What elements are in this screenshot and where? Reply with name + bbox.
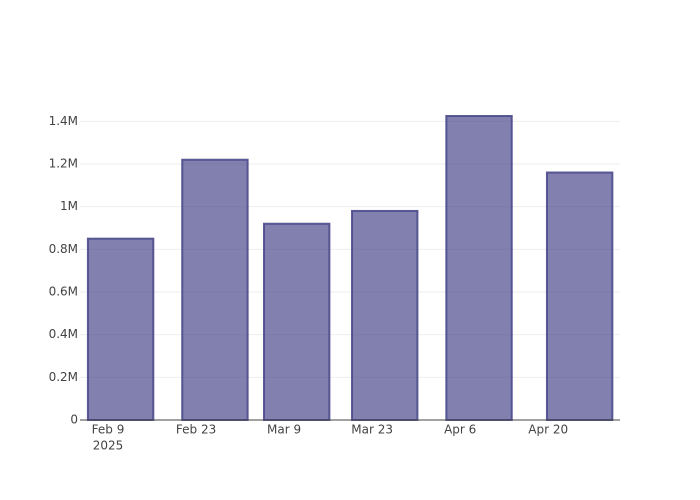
bar	[86, 237, 155, 421]
x-tick-label: Feb 9	[92, 423, 125, 437]
x-year-label: 2025	[93, 439, 124, 453]
bar	[181, 158, 249, 421]
y-tick-label: 0.4M	[49, 327, 78, 341]
y-tick-label: 0.2M	[49, 370, 78, 384]
x-tick-label: Apr 20	[528, 423, 568, 437]
bar	[545, 171, 614, 421]
y-tick-label: 0.8M	[49, 242, 78, 256]
x-tick-label: Feb 23	[176, 423, 216, 437]
x-tick-label: Mar 23	[351, 423, 393, 437]
y-tick-label: 1.4M	[49, 114, 78, 128]
x-tick-label: Apr 6	[444, 423, 476, 437]
y-tick-label: 0.6M	[49, 285, 78, 299]
y-tick-label: 1.2M	[49, 157, 78, 171]
x-tick-label: Mar 9	[267, 423, 301, 437]
y-tick-label: 0	[70, 413, 78, 427]
bar	[262, 222, 331, 421]
bar	[445, 115, 513, 421]
bar	[351, 209, 419, 421]
y-tick-label: 1M	[60, 199, 78, 213]
